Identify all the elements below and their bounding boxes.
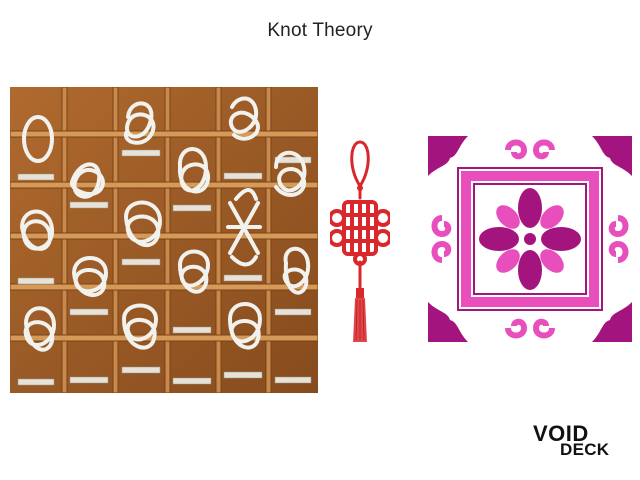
logo-line1: VOID — [533, 421, 589, 446]
void-deck-logo: VOID DECK — [533, 423, 613, 459]
knot-board-image — [10, 87, 318, 393]
logo-line2: DECK — [560, 440, 610, 459]
page-title: Knot Theory — [267, 20, 373, 41]
tile-pattern-image — [428, 136, 632, 342]
chinese-knot-image — [328, 138, 392, 344]
